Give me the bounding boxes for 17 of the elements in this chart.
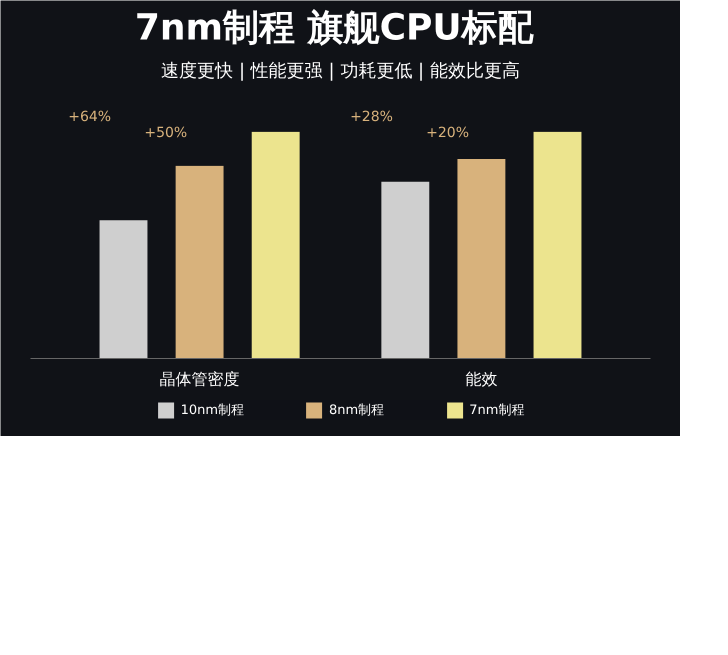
chart-subtitle: 速度更快 | 性能更强 | 功耗更低 | 能效比更高	[161, 60, 520, 82]
x-tick-label: 能效	[465, 370, 498, 388]
legend-label: 7nm制程	[469, 402, 524, 419]
legend-label: 8nm制程	[329, 402, 384, 419]
legend-label: 10nm制程	[180, 402, 244, 419]
bar	[534, 132, 582, 358]
text: +28%	[350, 109, 393, 126]
bar	[100, 220, 148, 358]
annotation: +20%	[426, 124, 470, 141]
x-tick-label: 晶体管密度	[160, 370, 240, 388]
text: +64%	[68, 109, 112, 126]
bar	[381, 182, 430, 358]
annotation: +50%	[144, 124, 188, 141]
chart-title: 7nm制程 旗舰CPU标配	[134, 8, 535, 48]
bar	[252, 132, 300, 358]
bar	[176, 166, 224, 358]
bar	[457, 159, 506, 358]
